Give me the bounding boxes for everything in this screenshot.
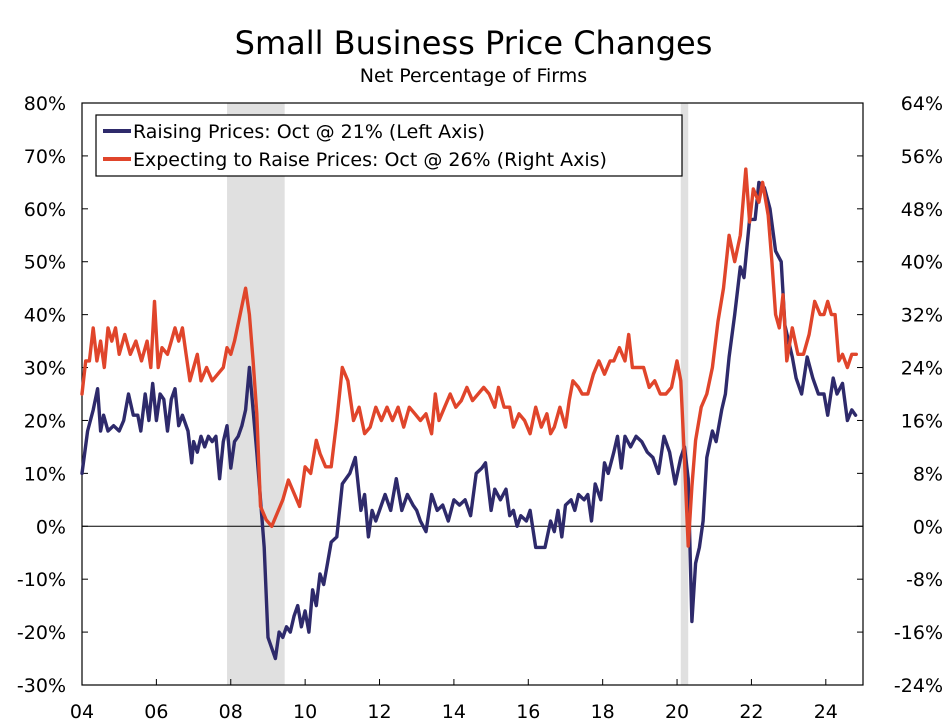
left-tick-label: 20% (24, 410, 66, 432)
left-tick-label: 50% (24, 252, 66, 274)
right-tick-label: 64% (901, 93, 943, 115)
x-tick-label: 18 (591, 701, 615, 723)
x-tick-label: 06 (144, 701, 168, 723)
x-tick-label: 22 (739, 701, 763, 723)
right-tick-label: -24% (894, 675, 943, 697)
left-tick-label: 10% (24, 463, 66, 485)
recession-shading (227, 103, 689, 685)
series-line-1 (80, 167, 858, 548)
left-tick-label: -20% (17, 622, 66, 644)
legend-label-0: Raising Prices: Oct @ 21% (Left Axis) (133, 121, 485, 143)
right-tick-label: 8% (913, 463, 943, 485)
x-tick-label: 14 (442, 701, 466, 723)
x-tick-label: 12 (367, 701, 391, 723)
right-tick-label: 16% (901, 410, 943, 432)
tick-labels: -30% -20% -10% 0% 10% 20% 30% 40% 50% 60% 70% 80% -2… (17, 93, 943, 723)
legend-label-1: Expecting to Raise Prices: Oct @ 26% (Ri… (133, 149, 607, 171)
right-tick-label: 0% (913, 516, 943, 538)
chart-subtitle: Net Percentage of Firms (359, 65, 588, 87)
legend: Raising Prices: Oct @ 21% (Left Axis) Exp… (95, 114, 683, 177)
left-tick-label: 40% (24, 305, 66, 327)
right-tick-label: 48% (901, 199, 943, 221)
left-tick-label: 30% (24, 358, 66, 380)
x-tick-label: 10 (293, 701, 317, 723)
x-tick-label: 20 (665, 701, 689, 723)
x-tick-label: 04 (70, 701, 94, 723)
x-tick-label: 08 (219, 701, 243, 723)
left-tick-label: 80% (24, 93, 66, 115)
left-tick-label: 60% (24, 199, 66, 221)
chart-title: Small Business Price Changes (234, 24, 713, 62)
left-tick-label: -10% (17, 569, 66, 591)
left-tick-label: 0% (36, 516, 66, 538)
right-tick-label: 40% (901, 252, 943, 274)
legend-box (95, 114, 683, 177)
series-line-0 (80, 180, 858, 661)
right-tick-label: 32% (901, 305, 943, 327)
right-tick-label: 56% (901, 146, 943, 168)
x-tick-label: 16 (516, 701, 540, 723)
left-tick-label: 70% (24, 146, 66, 168)
recession-band-1 (680, 103, 689, 685)
right-tick-label: -8% (906, 569, 943, 591)
left-tick-label: -30% (17, 675, 66, 697)
right-tick-label: 24% (901, 358, 943, 380)
series-layer (80, 167, 858, 661)
right-tick-label: -16% (894, 622, 943, 644)
x-tick-label: 24 (814, 701, 838, 723)
